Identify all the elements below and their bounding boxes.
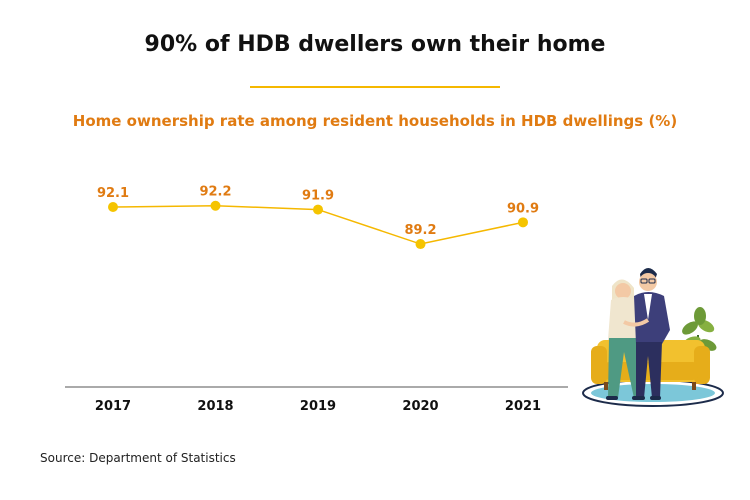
data-point — [210, 200, 221, 211]
x-tick-label: 2018 — [197, 399, 233, 414]
data-point — [313, 204, 323, 215]
chart-title: 90% of HDB dwellers own their home — [144, 32, 606, 57]
data-label: 90.9 — [507, 201, 539, 216]
data-labels: 92.1 92.2 91.9 89.2 90.9 — [97, 185, 539, 238]
title-divider — [250, 86, 500, 88]
woman-figure — [606, 279, 644, 400]
data-label: 92.2 — [199, 185, 231, 200]
x-tick-label: 2017 — [95, 399, 131, 414]
chart-subtitle: Home ownership rate among resident house… — [72, 112, 678, 130]
x-tick-label: 2021 — [505, 399, 541, 414]
source-note: Source: Department of Statistics — [40, 451, 236, 465]
x-tick-label: 2019 — [300, 399, 336, 414]
data-point — [108, 202, 118, 213]
data-label: 89.2 — [404, 223, 436, 238]
x-tick-label: 2020 — [402, 399, 438, 414]
data-point — [415, 239, 426, 250]
data-label: 91.9 — [302, 189, 334, 204]
couple-on-sofa-illustration — [582, 268, 724, 407]
data-point — [518, 217, 528, 228]
man-figure — [623, 268, 670, 400]
x-tick-labels: 2017 2018 2019 2020 2021 — [95, 399, 541, 414]
data-label: 92.1 — [97, 186, 129, 201]
data-points — [108, 200, 528, 250]
